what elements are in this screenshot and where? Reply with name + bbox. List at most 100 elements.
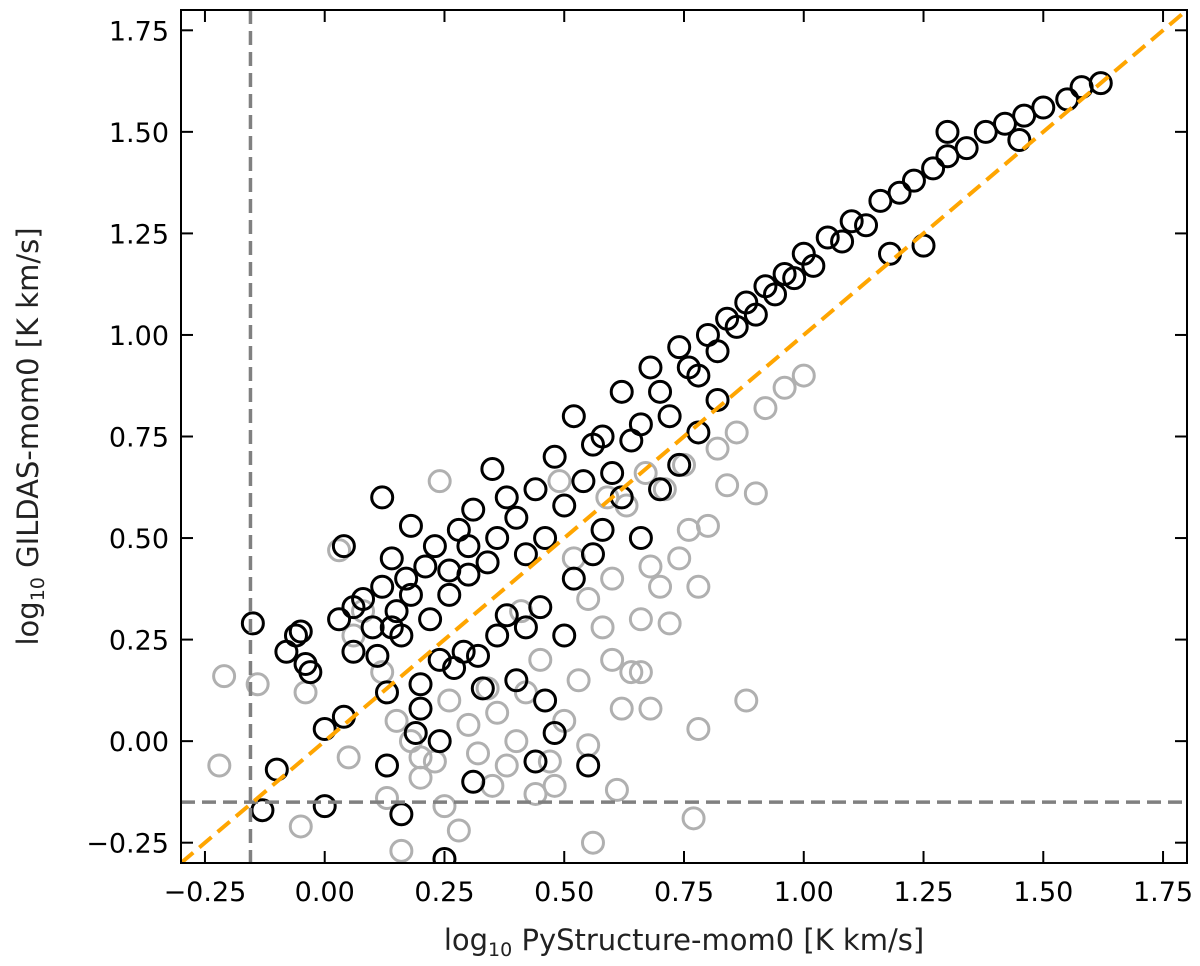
data-point bbox=[648, 379, 673, 404]
y-tick-label: 0.75 bbox=[109, 423, 169, 454]
data-point bbox=[312, 716, 337, 741]
data-point bbox=[485, 700, 510, 725]
y-tick-label: 0.00 bbox=[109, 727, 169, 758]
data-point bbox=[456, 562, 481, 587]
data-point bbox=[547, 469, 572, 494]
data-point bbox=[576, 733, 601, 758]
data-point bbox=[370, 485, 395, 510]
x-tick-label: 0.00 bbox=[295, 877, 355, 908]
data-point bbox=[1031, 95, 1056, 120]
data-point bbox=[466, 741, 491, 766]
data-point bbox=[480, 456, 505, 481]
data-point bbox=[667, 546, 692, 571]
data-point bbox=[384, 708, 409, 733]
data-point bbox=[580, 542, 605, 567]
y-tick-label: 1.50 bbox=[109, 118, 169, 149]
data-point bbox=[413, 554, 438, 579]
data-point bbox=[628, 660, 653, 685]
data-point bbox=[312, 794, 337, 819]
data-point bbox=[782, 266, 807, 291]
data-point bbox=[374, 786, 399, 811]
data-point bbox=[379, 615, 404, 640]
data-point bbox=[298, 660, 323, 685]
data-point bbox=[370, 574, 395, 599]
data-point bbox=[374, 680, 399, 705]
data-point bbox=[461, 497, 486, 522]
data-point bbox=[528, 595, 553, 620]
data-point bbox=[398, 513, 423, 538]
data-point bbox=[408, 672, 433, 697]
data-point bbox=[753, 396, 778, 421]
data-point bbox=[628, 412, 653, 437]
data-point bbox=[542, 721, 567, 746]
data-point bbox=[576, 586, 601, 611]
data-point bbox=[724, 420, 749, 445]
data-point bbox=[485, 526, 510, 551]
data-point bbox=[513, 615, 538, 640]
data-point bbox=[245, 672, 270, 697]
data-point bbox=[475, 676, 500, 701]
data-point bbox=[418, 607, 443, 632]
data-point bbox=[705, 339, 730, 364]
data-point bbox=[854, 213, 879, 238]
data-point bbox=[466, 643, 491, 668]
ticks-layer: −0.25 0.00 0.25 0.50 0.75 1.00 1.25 1.50 1.75 −0.… bbox=[86, 10, 1193, 908]
data-point bbox=[686, 363, 711, 388]
data-point bbox=[446, 818, 471, 843]
data-point bbox=[336, 745, 361, 770]
data-point bbox=[604, 777, 629, 802]
data-point bbox=[681, 806, 706, 831]
data-point bbox=[542, 444, 567, 469]
data-point bbox=[628, 607, 653, 632]
data-point bbox=[1088, 71, 1113, 96]
data-point bbox=[686, 716, 711, 741]
data-point bbox=[763, 282, 788, 307]
data-point bbox=[374, 753, 399, 778]
data-point bbox=[705, 436, 730, 461]
data-point bbox=[686, 574, 711, 599]
data-point bbox=[480, 773, 505, 798]
x-tick-label: 1.00 bbox=[774, 877, 834, 908]
data-point bbox=[403, 721, 428, 746]
data-point bbox=[648, 477, 673, 502]
data-point bbox=[561, 404, 586, 429]
x-tick-label: 0.75 bbox=[654, 877, 714, 908]
data-point bbox=[533, 688, 558, 713]
data-point bbox=[590, 424, 615, 449]
y-tick-label: 1.00 bbox=[109, 321, 169, 352]
data-point bbox=[839, 209, 864, 234]
data-point bbox=[327, 538, 352, 563]
data-point bbox=[743, 302, 768, 327]
data-point bbox=[432, 846, 457, 863]
data-point bbox=[580, 830, 605, 855]
data-point bbox=[743, 481, 768, 506]
data-point bbox=[427, 469, 452, 494]
data-point bbox=[327, 607, 352, 632]
data-point bbox=[528, 647, 553, 672]
data-point bbox=[672, 452, 696, 477]
x-axis-label: log10 PyStructure-mom0 [K km/s] bbox=[444, 923, 924, 961]
data-point bbox=[504, 729, 529, 754]
data-point bbox=[571, 469, 596, 494]
data-point bbox=[293, 680, 318, 705]
data-point bbox=[475, 550, 500, 575]
data-point bbox=[552, 493, 577, 518]
data-point bbox=[628, 526, 653, 551]
data-point bbox=[772, 375, 797, 400]
data-point bbox=[609, 379, 634, 404]
data-point bbox=[494, 485, 519, 510]
data-point bbox=[394, 566, 419, 591]
y-tick-label: −0.25 bbox=[86, 829, 169, 860]
data-point bbox=[351, 586, 376, 611]
data-point bbox=[600, 647, 625, 672]
data-point bbox=[341, 639, 366, 664]
data-point bbox=[648, 574, 673, 599]
data-point bbox=[734, 688, 759, 713]
data-point bbox=[389, 838, 414, 863]
data-point bbox=[533, 526, 558, 551]
data-point bbox=[331, 534, 356, 559]
data-point bbox=[600, 461, 625, 486]
data-point bbox=[830, 229, 855, 254]
data-point bbox=[901, 168, 926, 193]
x-tick-label: 1.25 bbox=[893, 877, 953, 908]
